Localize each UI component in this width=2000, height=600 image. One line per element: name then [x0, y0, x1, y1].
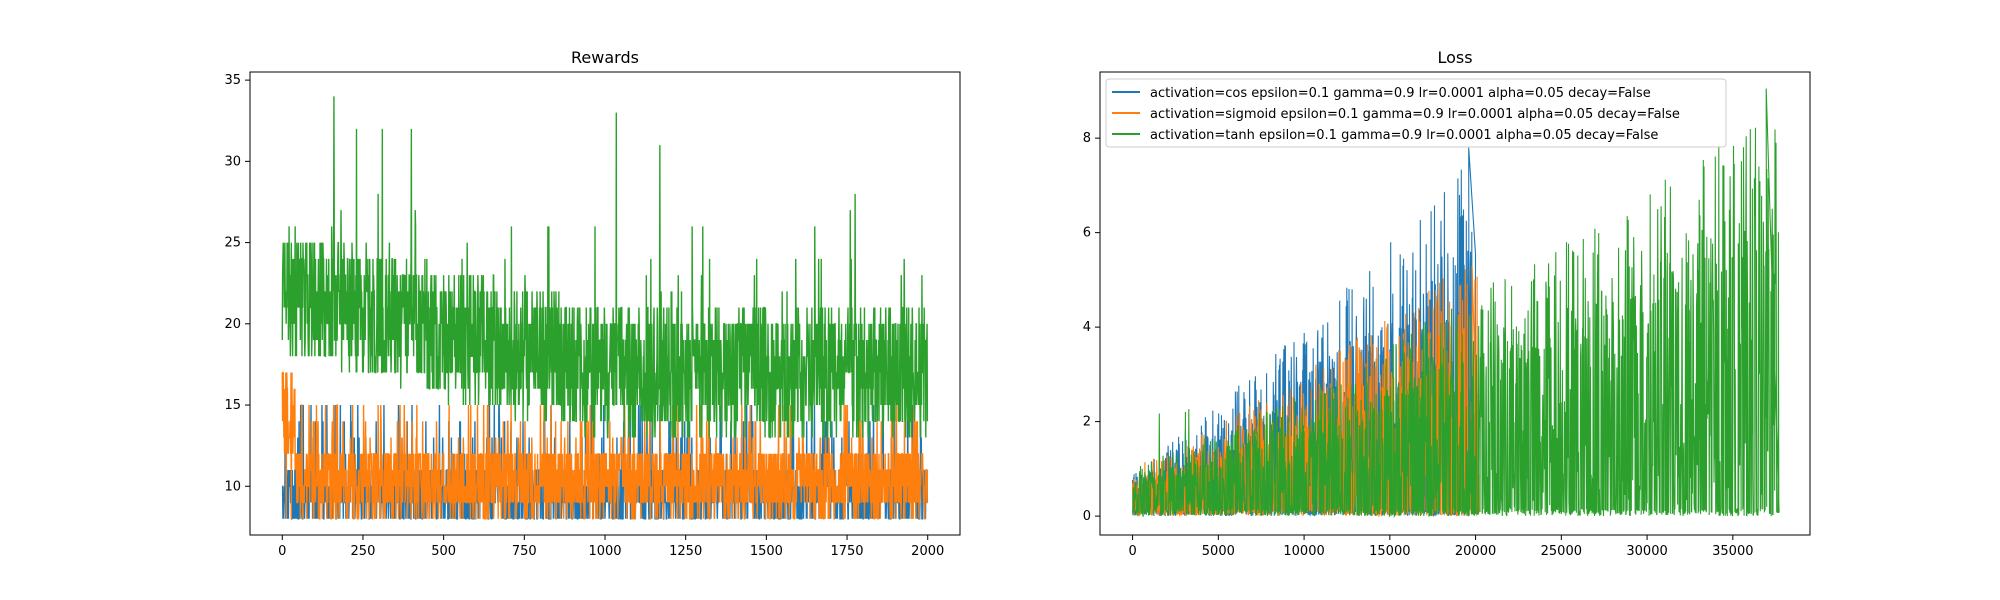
- x-tick-label: 0: [1128, 544, 1136, 559]
- y-tick-label: 25: [224, 236, 241, 251]
- rewards-series-group: [281, 96, 929, 520]
- x-tick-label: 500: [431, 544, 456, 559]
- rewards-chart: Rewards 0 250 500 750 1000 1250 1500 1750 2000 10…: [224, 48, 961, 559]
- y-tick-label: 35: [224, 73, 241, 88]
- x-tick-label: 5000: [1202, 544, 1235, 559]
- loss-series-line-2: [1132, 88, 1780, 519]
- y-tick-label: 0: [1083, 509, 1091, 524]
- legend-label-sigmoid: activation=sigmoid epsilon=0.1 gamma=0.9…: [1150, 107, 1680, 122]
- legend-label-cos: activation=cos epsilon=0.1 gamma=0.9 lr=…: [1150, 86, 1651, 101]
- rewards-series-line-2: [281, 96, 929, 439]
- rewards-chart-title: Rewards: [571, 48, 639, 67]
- y-tick-label: 2: [1083, 415, 1091, 430]
- x-tick-label: 1000: [588, 544, 621, 559]
- y-tick-label: 15: [224, 398, 241, 413]
- loss-legend: activation=cos epsilon=0.1 gamma=0.9 lr=…: [1105, 78, 1727, 148]
- y-tick-label: 4: [1083, 320, 1091, 335]
- x-tick-label: 1500: [750, 544, 783, 559]
- rewards-plot-frame: [249, 71, 961, 536]
- y-tick-label: 8: [1083, 131, 1091, 146]
- rewards-axis-ticks: 0 250 500 750 1000 1250 1500 1750 2000 10 15 20 25 30…: [224, 73, 944, 559]
- y-tick-label: 20: [224, 317, 241, 332]
- loss-axis-ticks: 0 5000 10000 15000 20000 25000 30000 35000 0 2 4 6 8: [1083, 131, 1754, 559]
- x-tick-label: 1750: [830, 544, 863, 559]
- loss-chart: Loss 0 5000 10000 15000 20000 25000 30000 35000…: [1083, 48, 1811, 559]
- x-tick-label: 30000: [1626, 544, 1667, 559]
- y-tick-label: 30: [224, 154, 241, 169]
- loss-chart-title: Loss: [1437, 48, 1472, 67]
- rewards-series-line-1: [281, 371, 929, 520]
- legend-label-tanh: activation=tanh epsilon=0.1 gamma=0.9 lr…: [1150, 128, 1658, 143]
- x-tick-label: 2000: [911, 544, 944, 559]
- x-tick-label: 250: [351, 544, 376, 559]
- x-tick-label: 35000: [1712, 544, 1753, 559]
- x-tick-label: 15000: [1369, 544, 1410, 559]
- x-tick-label: 0: [278, 544, 286, 559]
- x-tick-label: 750: [512, 544, 537, 559]
- loss-plot-frame: [1099, 71, 1811, 536]
- y-tick-label: 10: [224, 479, 241, 494]
- x-tick-label: 20000: [1455, 544, 1496, 559]
- y-tick-label: 6: [1083, 226, 1091, 241]
- x-tick-label: 10000: [1283, 544, 1324, 559]
- legend-box: [1105, 78, 1727, 148]
- loss-series-group: [1132, 88, 1780, 519]
- x-tick-label: 1250: [669, 544, 702, 559]
- x-tick-label: 25000: [1541, 544, 1582, 559]
